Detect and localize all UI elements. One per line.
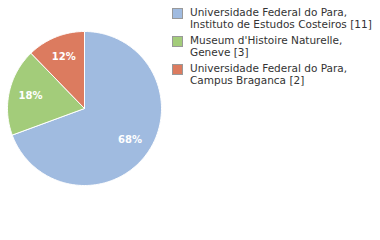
svg-text:68%: 68% <box>118 134 142 145</box>
html-text:Universidade Federal do Para,: Universidade Federal do Para, Campus Bra… <box>190 62 348 86</box>
svg-text:12%: 12% <box>52 51 76 62</box>
html-text:Museum d'Histoire Naturelle, G: Museum d'Histoire Naturelle, Geneve [3] <box>190 34 343 58</box>
html-text:Universidade Federal do Para,: Universidade Federal do Para, Instituto … <box>190 6 372 30</box>
svg-text:18%: 18% <box>18 90 42 101</box>
